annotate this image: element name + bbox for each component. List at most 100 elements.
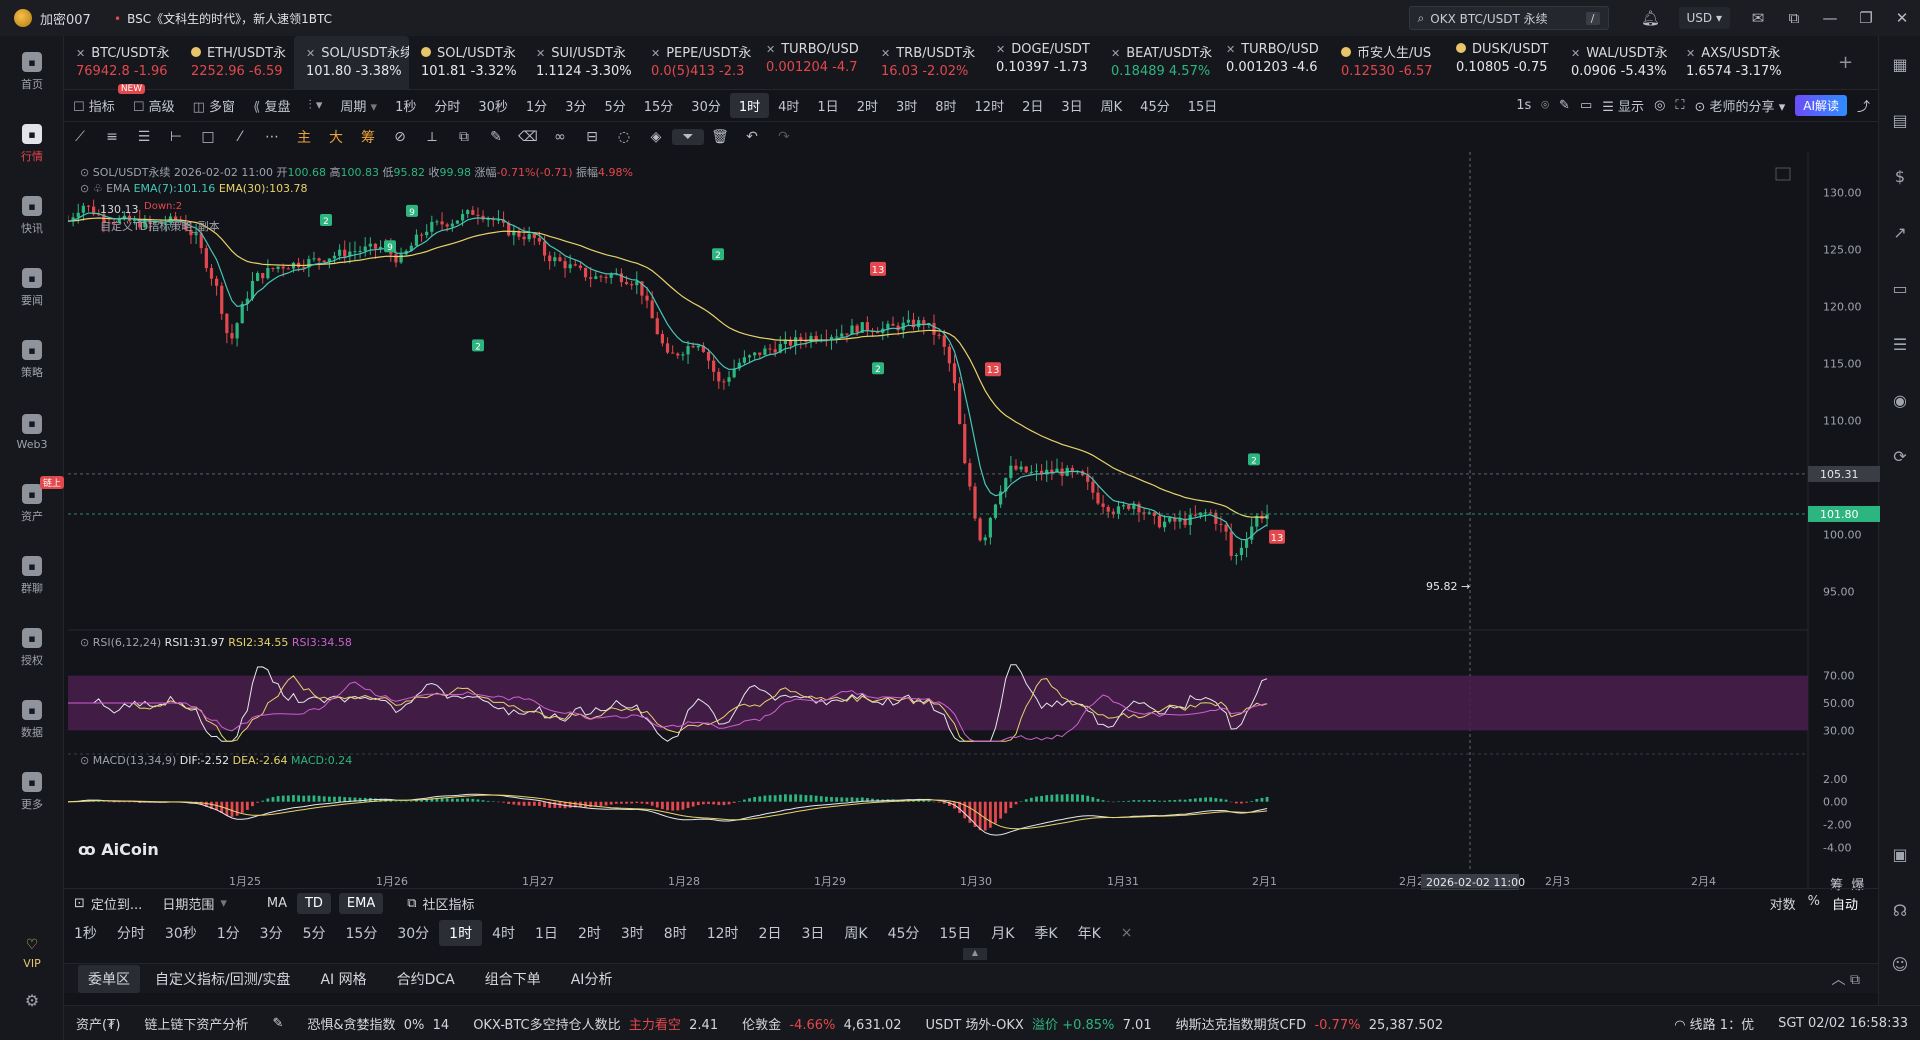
notice-banner[interactable]: • BSC《文科生的时代》，新人速领1BTC [114,10,332,27]
tab-close-icon[interactable]: ✕ [306,47,316,60]
teacher-share-button[interactable]: ⊙ 老师的分享 ▾ [1694,100,1786,115]
currency-select[interactable]: USD ▾ [1678,7,1730,29]
percent-toggle[interactable]: % [1807,894,1820,909]
tab-close-icon[interactable]: ✕ [1111,47,1121,60]
toolbar-item[interactable]: 8时 [926,96,965,115]
bot-icon[interactable]: ◉ [1893,390,1907,410]
hlines-icon[interactable]: ≡ [106,129,118,145]
toolbar-item[interactable]: 30分 [682,96,730,115]
redo-icon[interactable]: ↷ [778,129,790,145]
camera-icon[interactable]: ⌾ [1541,98,1550,113]
realtime-toggle[interactable]: 1s [1516,98,1532,113]
symbol-tab[interactable]: ✕ WAL/USDT永 0.0906 -5.43% [1559,36,1674,89]
timeframe-option[interactable]: 8时 [663,926,687,942]
connection-line[interactable]: ◠ 线路 1：优 [1662,1014,1766,1033]
ema-collapse-icon[interactable]: ⊙ [80,182,90,195]
tab-close-icon[interactable]: ✕ [651,47,661,60]
toolbar-item[interactable]: 4时 [769,96,808,115]
eye-icon[interactable]: ◌ [617,129,631,145]
toolbar-item[interactable]: ⟪ 复盘 [244,96,299,115]
eraser-icon[interactable]: ⌫ [518,129,538,145]
toolbar-item[interactable]: ◫ 多窗 [184,96,244,115]
panel-tab[interactable]: 委单区 [78,964,140,993]
symbol-tab[interactable]: ✕ DOGE/USDT 0.10397 -1.73 [984,36,1099,89]
symbol-tab[interactable]: ✕ BEAT/USDT永 0.18489 4.57% [1099,36,1214,89]
toolbar-item[interactable]: ⫶ ▾ [299,98,331,113]
headset-icon[interactable]: ☊ [1892,900,1908,920]
panel-controls-icon[interactable]: ︿ ⧉ [1831,971,1860,988]
panel-icon[interactable]: ▣ [1892,844,1908,864]
nav-item-1[interactable]: ▪ 行情 [0,108,64,180]
timeframe-option[interactable]: 45分 [887,926,920,942]
minimize-icon[interactable]: — [1822,9,1838,27]
timeframe-option[interactable]: 5分 [302,926,326,942]
td-button[interactable]: TD [296,893,331,914]
usdt-otc[interactable]: USDT 场外-OKX 溢价 +0.85% 7.01 [914,1014,1164,1033]
edit-icon[interactable]: ✎ [272,1015,284,1031]
toolbar-item[interactable]: ☐ 高级 NEW [117,84,184,115]
timeframe-option[interactable]: 3日 [801,926,825,942]
symbol-tab[interactable]: ✕ SUI/USDT永 1.1124 -3.30% [524,36,639,89]
toolbar-item[interactable]: 3时 [887,96,926,115]
panel-tab[interactable]: 自定义指标/回测/实盘 [155,971,291,988]
timeframe-option[interactable]: 1日 [535,926,558,942]
timeframe-option[interactable]: 3时 [620,926,644,942]
analysis-label[interactable]: 链上链下资产分析 [144,1017,249,1033]
trash-icon[interactable]: 🗑︎ [711,129,729,145]
channel-icon[interactable]: ☰ [137,129,151,145]
toolbar-item[interactable]: 分时 [425,96,469,115]
ma-button[interactable]: MA [257,896,297,911]
close-icon[interactable]: ✕ [1895,9,1909,27]
mail-icon[interactable]: ✉ [1751,9,1765,27]
toolbar-item[interactable]: 3分 [556,96,595,115]
symbol-tab[interactable]: ✕ PEPE/USDT永 0.0(5)413 -2.3 [639,36,754,89]
toolbar-item[interactable]: 周期 ▾ [331,96,386,115]
timeframe-option[interactable]: 2时 [577,926,601,942]
fullscreen-icon[interactable]: ⛶ [1675,98,1685,113]
tool-big[interactable]: 大 [329,130,343,146]
notes-icon[interactable]: ▤ [1892,110,1908,130]
auto-toggle[interactable]: 自动 [1831,898,1858,913]
toolbar-item[interactable]: 45分 [1131,96,1179,115]
nav-item-2[interactable]: ▪ 快讯 [0,180,64,252]
tool-chips[interactable]: 筹 [361,130,375,146]
timeframe-option[interactable]: 季K [1034,926,1058,942]
pencil-icon[interactable]: ✎ [490,129,502,145]
tab-close-icon[interactable]: ✕ [881,47,891,60]
magnet-icon[interactable]: ⊘ [394,129,406,145]
symbol-tab[interactable]: DUSK/USDT 0.10805 -0.75 [1444,36,1559,89]
dollar-icon[interactable]: $ [1894,166,1906,186]
tab-close-icon[interactable]: ✕ [536,47,546,60]
timeframe-option[interactable]: 12时 [706,926,739,942]
measure-icon[interactable]: ⟂ [427,129,437,145]
symbol-tab[interactable]: 币安人生/US 0.12530 -6.57 [1329,36,1444,89]
timeframe-option[interactable]: 15分 [345,926,378,942]
tab-close-icon[interactable]: ✕ [766,43,776,56]
symbol-tab[interactable]: ✕ TURBO/USD 0.001204 -4.7 [754,36,869,89]
panel-tab[interactable]: 组合下单 [484,971,541,988]
timeframe-option[interactable]: 30分 [397,926,430,942]
draw-icon[interactable]: ✎ [1559,98,1570,113]
timeframe-option[interactable]: 年K [1077,926,1101,942]
target-icon[interactable]: ◎ [1654,98,1666,113]
timeframe-option[interactable]: 1秒 [74,926,97,942]
nav-item-3[interactable]: ▪ 要闻 [0,252,64,324]
clone-icon[interactable]: ⧉ [459,129,469,145]
nav-item-0[interactable]: ▪ 首页 [0,36,64,108]
nav-item-5[interactable]: ▪ Web3 [0,396,64,468]
chart-area[interactable]: 130.00125.00120.00115.00110.00105.00100.… [66,152,1880,893]
more-tools-icon[interactable]: ⋯ [265,129,279,145]
ema-button[interactable]: EMA [338,893,384,914]
maximize-icon[interactable]: ❐ [1859,9,1873,27]
undo-icon[interactable]: ↶ [746,129,758,145]
date-range-button[interactable]: 日期范围 ▾ [152,894,237,913]
symbol-tab[interactable]: ETH/USDT永 2252.96 -6.59 [179,36,294,89]
rsi-collapse-icon[interactable]: ⊙ [80,636,90,649]
timeframe-option[interactable]: 1时 [439,920,483,946]
lock-icon[interactable]: ⊟ [586,129,598,145]
close-icon[interactable]: × [1120,925,1133,941]
pin-window-icon[interactable]: ⧉ [1788,9,1800,27]
timeframe-option[interactable]: 周K [844,926,868,942]
ai-interpret-button[interactable]: AI解读 [1795,95,1847,116]
assistant-icon[interactable]: ☺ [1891,954,1909,974]
